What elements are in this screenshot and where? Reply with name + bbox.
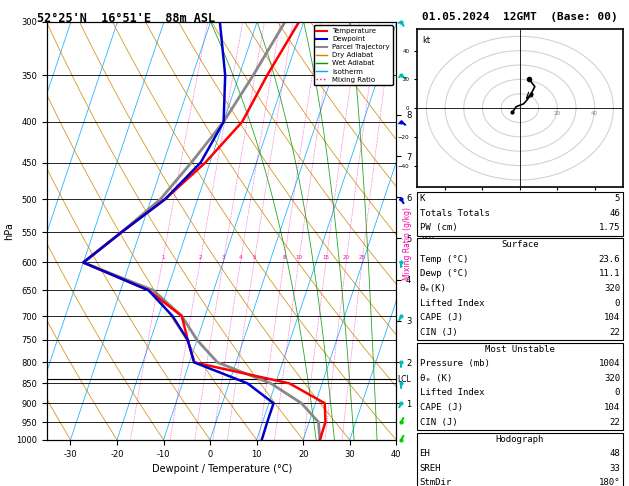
Text: 0: 0 xyxy=(615,298,620,308)
Text: Temp (°C): Temp (°C) xyxy=(420,255,468,264)
Text: 22: 22 xyxy=(610,328,620,337)
Text: 180°: 180° xyxy=(599,478,620,486)
Text: CAPE (J): CAPE (J) xyxy=(420,403,462,412)
Text: Lifted Index: Lifted Index xyxy=(420,298,484,308)
Text: 3: 3 xyxy=(222,255,225,260)
Text: Surface: Surface xyxy=(501,240,538,249)
Text: 1.75: 1.75 xyxy=(599,223,620,232)
Text: Totals Totals: Totals Totals xyxy=(420,208,489,218)
Text: 1: 1 xyxy=(161,255,165,260)
Text: 10: 10 xyxy=(296,255,303,260)
Text: PW (cm): PW (cm) xyxy=(420,223,457,232)
Text: 320: 320 xyxy=(604,284,620,293)
Text: 104: 104 xyxy=(604,403,620,412)
Text: 20: 20 xyxy=(554,111,561,116)
Y-axis label: hPa: hPa xyxy=(4,222,14,240)
Text: 01.05.2024  12GMT  (Base: 00): 01.05.2024 12GMT (Base: 00) xyxy=(422,12,618,22)
Text: θₑ (K): θₑ (K) xyxy=(420,374,452,383)
Text: 52°25'N  16°51'E  88m ASL: 52°25'N 16°51'E 88m ASL xyxy=(36,12,215,25)
Text: Pressure (mb): Pressure (mb) xyxy=(420,359,489,368)
X-axis label: Dewpoint / Temperature (°C): Dewpoint / Temperature (°C) xyxy=(152,464,292,474)
Text: EH: EH xyxy=(420,449,430,458)
Text: 48: 48 xyxy=(610,449,620,458)
Text: CAPE (J): CAPE (J) xyxy=(420,313,462,322)
Text: 104: 104 xyxy=(604,313,620,322)
Text: 320: 320 xyxy=(604,374,620,383)
Text: © weatheronline.co.uk: © weatheronline.co.uk xyxy=(471,467,569,476)
Text: kt: kt xyxy=(423,36,431,45)
Text: 25: 25 xyxy=(359,255,366,260)
Text: 1004: 1004 xyxy=(599,359,620,368)
Text: 4: 4 xyxy=(239,255,243,260)
Y-axis label: km
ASL: km ASL xyxy=(420,231,436,250)
Text: 22: 22 xyxy=(610,417,620,427)
Text: 23.6: 23.6 xyxy=(599,255,620,264)
Text: 33: 33 xyxy=(610,464,620,473)
Text: StmDir: StmDir xyxy=(420,478,452,486)
Text: 20: 20 xyxy=(343,255,350,260)
Text: 40: 40 xyxy=(591,111,598,116)
Text: 15: 15 xyxy=(323,255,330,260)
Legend: Temperature, Dewpoint, Parcel Trajectory, Dry Adiabat, Wet Adiabat, Isotherm, Mi: Temperature, Dewpoint, Parcel Trajectory… xyxy=(314,25,392,86)
Text: 46: 46 xyxy=(610,208,620,218)
Text: 2: 2 xyxy=(199,255,202,260)
Text: Hodograph: Hodograph xyxy=(496,434,544,444)
Text: θₑ(K): θₑ(K) xyxy=(420,284,447,293)
Text: CIN (J): CIN (J) xyxy=(420,328,457,337)
Text: LCL: LCL xyxy=(398,375,411,384)
Text: Mixing Ratio (g/kg): Mixing Ratio (g/kg) xyxy=(403,207,411,279)
Text: Lifted Index: Lifted Index xyxy=(420,388,484,398)
Text: 11.1: 11.1 xyxy=(599,269,620,278)
Text: 0: 0 xyxy=(615,388,620,398)
Text: CIN (J): CIN (J) xyxy=(420,417,457,427)
Text: SREH: SREH xyxy=(420,464,441,473)
Text: 5: 5 xyxy=(253,255,256,260)
Text: 8: 8 xyxy=(282,255,286,260)
Text: Dewp (°C): Dewp (°C) xyxy=(420,269,468,278)
Text: 5: 5 xyxy=(615,194,620,203)
Text: K: K xyxy=(420,194,425,203)
Text: Most Unstable: Most Unstable xyxy=(485,345,555,354)
